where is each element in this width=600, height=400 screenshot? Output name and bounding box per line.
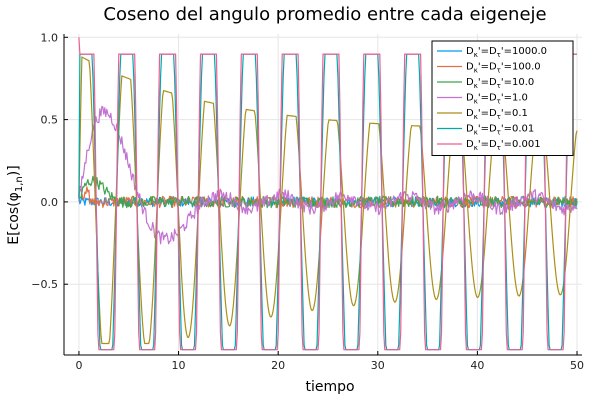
x-axis-title: tiempo <box>305 379 354 395</box>
y-axis-title: E[cos(φ1,n)] <box>6 165 25 244</box>
series-line-3 <box>78 105 578 245</box>
y-tick-label-0: −0.5 <box>31 278 58 291</box>
x-tick-label-2: 20 <box>271 359 285 372</box>
axes <box>63 34 582 356</box>
tick-labels: 0 10 20 30 40 50 −0.5 0.0 0.5 1.0 <box>31 31 584 372</box>
y-axis-title-sub: 1,n <box>14 176 25 192</box>
x-tick-label-3: 30 <box>371 359 385 372</box>
legend-box <box>431 40 574 156</box>
y-tick-label-1: 0.0 <box>41 196 59 209</box>
legend-label-6: Dκ'=Dτ'=0.001 <box>466 139 541 152</box>
x-tick-label-1: 10 <box>172 359 186 372</box>
y-tick-label-3: 1.0 <box>41 31 59 44</box>
legend-label-1: Dκ'=Dτ'=100.0 <box>466 62 541 75</box>
legend-label-3: Dκ'=Dτ'=1.0 <box>466 93 528 106</box>
chart-title: Coseno del angulo promedio entre cada ei… <box>103 4 546 25</box>
legend-label-4: Dκ'=Dτ'=0.1 <box>466 108 528 121</box>
x-tick-label-0: 0 <box>75 359 82 372</box>
legend: Dκ'=Dτ'=1000.0 Dκ'=Dτ'=100.0 Dκ'=Dτ'=10.0 D… <box>431 40 574 156</box>
legend-label-2: Dκ'=Dτ'=10.0 <box>466 77 534 90</box>
y-tick-label-2: 0.5 <box>41 114 59 127</box>
legend-label-0: Dκ'=Dτ'=1000.0 <box>466 46 547 59</box>
x-tick-label-4: 40 <box>470 359 484 372</box>
y-axis-title-main: E[cos(φ <box>6 192 22 245</box>
y-axis-title-close: )] <box>6 165 22 176</box>
legend-label-5: Dκ'=Dτ'=0.01 <box>466 124 534 137</box>
x-tick-label-5: 50 <box>570 359 584 372</box>
